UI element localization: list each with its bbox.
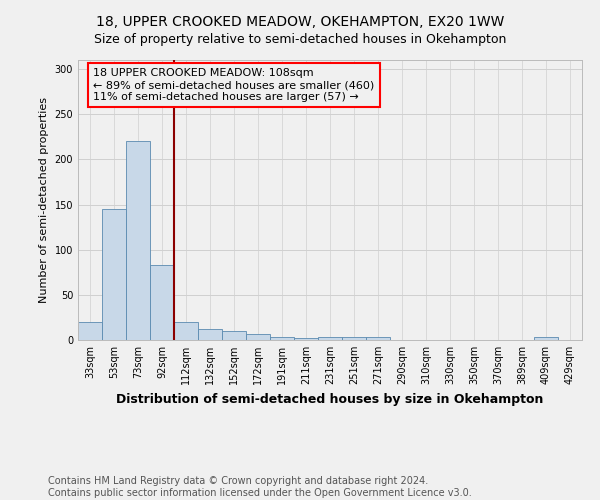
Text: Size of property relative to semi-detached houses in Okehampton: Size of property relative to semi-detach… [94, 32, 506, 46]
Bar [270, 338, 294, 340]
Bar [318, 338, 342, 340]
Text: 18, UPPER CROOKED MEADOW, OKEHAMPTON, EX20 1WW: 18, UPPER CROOKED MEADOW, OKEHAMPTON, EX… [96, 15, 504, 29]
Bar [294, 338, 318, 340]
Text: Contains HM Land Registry data © Crown copyright and database right 2024.
Contai: Contains HM Land Registry data © Crown c… [48, 476, 472, 498]
Bar [150, 265, 174, 340]
Bar [246, 334, 270, 340]
Bar [174, 322, 198, 340]
Bar [198, 329, 222, 340]
Bar [342, 338, 366, 340]
Bar [126, 142, 150, 340]
X-axis label: Distribution of semi-detached houses by size in Okehampton: Distribution of semi-detached houses by … [116, 392, 544, 406]
Bar [366, 338, 390, 340]
Bar [534, 338, 558, 340]
Bar [78, 322, 102, 340]
Bar [222, 331, 246, 340]
Text: 18 UPPER CROOKED MEADOW: 108sqm
← 89% of semi-detached houses are smaller (460)
: 18 UPPER CROOKED MEADOW: 108sqm ← 89% of… [93, 68, 374, 102]
Bar [102, 209, 126, 340]
Y-axis label: Number of semi-detached properties: Number of semi-detached properties [39, 97, 49, 303]
